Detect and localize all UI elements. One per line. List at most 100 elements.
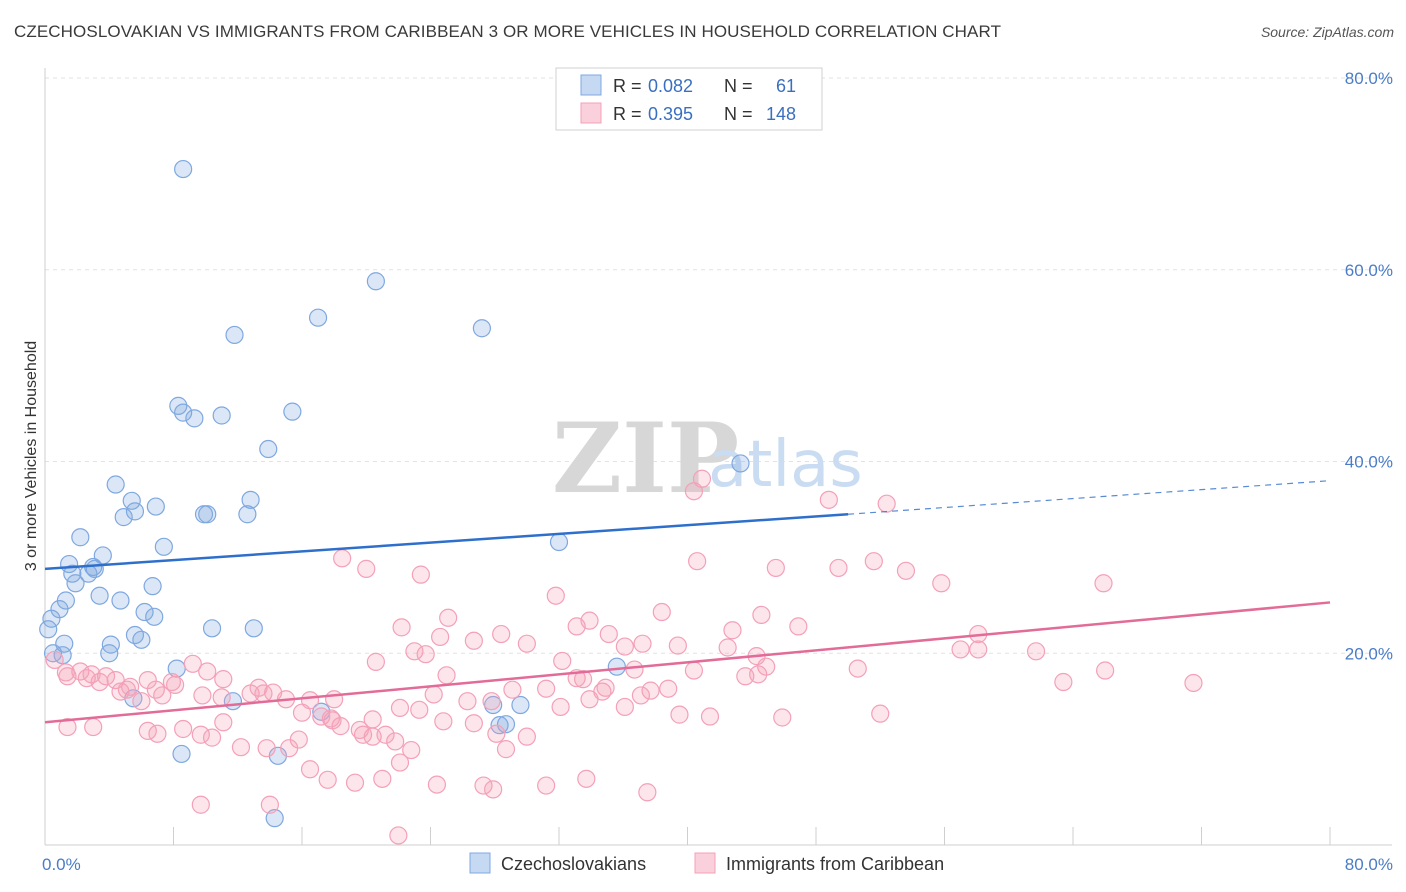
- data-point: [212, 406, 231, 425]
- legend-swatch-blue: [580, 74, 602, 96]
- y-tick-label: 20.0%: [1345, 644, 1393, 663]
- data-point: [174, 159, 193, 179]
- data-point: [125, 502, 145, 521]
- data-point: [625, 660, 644, 679]
- data-point: [174, 719, 193, 739]
- data-point: [864, 552, 883, 571]
- data-point: [829, 558, 848, 578]
- data-point: [363, 710, 382, 729]
- data-point: [546, 586, 565, 605]
- data-point: [424, 685, 443, 704]
- data-point: [257, 739, 276, 758]
- legend-n-label-1: N =: [724, 76, 753, 96]
- data-point: [464, 631, 483, 650]
- data-point: [345, 773, 365, 792]
- data-point: [411, 565, 430, 584]
- bottom-legend-label-pink: Immigrants from Caribbean: [726, 854, 944, 874]
- data-point: [416, 645, 435, 664]
- data-point: [143, 577, 162, 596]
- data-point: [292, 703, 312, 722]
- data-point: [427, 775, 447, 794]
- data-point: [90, 586, 109, 605]
- legend-swatch-pink: [580, 102, 602, 124]
- data-point: [308, 308, 328, 327]
- data-point: [366, 272, 385, 291]
- source-label: Source: ZipAtlas.com: [1260, 24, 1394, 40]
- data-point: [458, 692, 477, 711]
- data-point: [517, 634, 536, 653]
- data-point: [684, 661, 704, 680]
- data-point: [517, 727, 536, 746]
- data-point: [183, 654, 202, 673]
- data-point: [472, 319, 491, 338]
- data-point: [766, 558, 785, 578]
- data-point: [537, 776, 556, 795]
- data-point: [198, 505, 217, 524]
- data-point: [111, 591, 130, 610]
- data-point: [366, 652, 385, 671]
- data-point: [1054, 672, 1073, 692]
- data-point: [607, 657, 626, 676]
- data-point: [736, 667, 755, 686]
- data-point: [848, 659, 867, 678]
- y-axis-label: 3 or more Vehicles in Household: [23, 341, 40, 571]
- data-point: [289, 730, 308, 749]
- x-tick-label: 80.0%: [1345, 855, 1393, 874]
- watermark-atlas: atlas: [708, 428, 863, 502]
- data-point: [39, 620, 58, 639]
- data-point: [193, 686, 212, 705]
- data-point: [896, 561, 916, 580]
- data-point: [652, 602, 671, 622]
- data-point: [58, 667, 77, 686]
- series-legend: Czechoslovakians Immigrants from Caribbe…: [469, 852, 944, 874]
- data-point: [1184, 673, 1203, 693]
- legend-n-label-2: N =: [724, 104, 753, 124]
- data-point: [174, 403, 193, 422]
- data-point: [114, 508, 133, 527]
- data-point: [154, 537, 173, 556]
- data-point: [700, 707, 720, 726]
- data-point: [321, 709, 341, 728]
- legend-n-value-2: 148: [766, 104, 796, 124]
- grid-lines: [45, 77, 1392, 654]
- data-point: [496, 740, 516, 759]
- data-point: [789, 617, 808, 636]
- legend-r-value-1: 0.082: [648, 76, 693, 96]
- data-point: [537, 679, 556, 698]
- data-point: [684, 482, 704, 501]
- legend-r-value-2: 0.395: [648, 104, 693, 124]
- data-point: [185, 409, 204, 428]
- data-point: [434, 712, 453, 731]
- data-point: [260, 795, 279, 814]
- data-point: [145, 607, 164, 626]
- data-point: [135, 602, 154, 622]
- data-point: [117, 680, 137, 699]
- data-point: [437, 666, 456, 685]
- y-tick-label: 60.0%: [1345, 261, 1393, 280]
- data-point: [63, 564, 82, 583]
- data-point: [212, 688, 231, 707]
- watermark-zip: ZIP: [552, 402, 739, 515]
- data-point: [670, 705, 689, 724]
- data-point: [373, 769, 392, 788]
- axes: [44, 68, 1392, 846]
- data-point: [325, 690, 344, 709]
- data-point: [318, 770, 337, 789]
- data-point: [731, 454, 750, 473]
- data-point: [390, 753, 410, 772]
- data-point: [172, 744, 191, 764]
- data-point: [58, 717, 77, 737]
- data-point: [1096, 661, 1115, 680]
- data-point: [951, 640, 970, 659]
- data-point: [191, 725, 210, 744]
- data-point: [752, 605, 771, 625]
- data-point: [84, 717, 103, 737]
- y-tick-label: 80.0%: [1345, 69, 1393, 88]
- data-point: [819, 490, 838, 509]
- data-point: [615, 637, 634, 656]
- x-tick-labels: 0.0% 80.0%: [42, 855, 1393, 874]
- data-point: [363, 727, 382, 746]
- data-point: [484, 780, 503, 799]
- data-point: [71, 528, 90, 547]
